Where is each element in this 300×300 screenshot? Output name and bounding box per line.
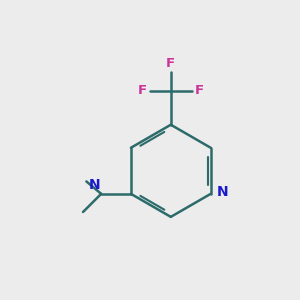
- Text: F: F: [166, 57, 176, 70]
- Text: F: F: [138, 84, 147, 97]
- Text: F: F: [194, 84, 203, 97]
- Text: N: N: [88, 178, 100, 192]
- Text: N: N: [217, 185, 229, 200]
